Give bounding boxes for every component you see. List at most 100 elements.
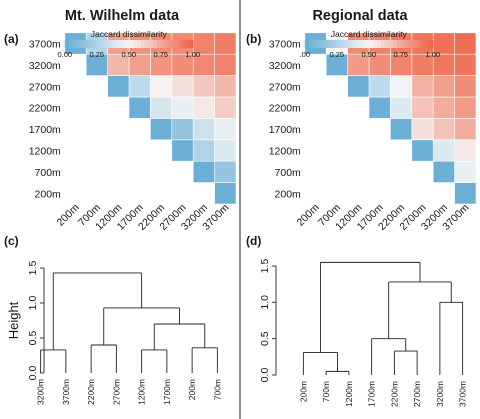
legend-swatch — [396, 40, 402, 48]
legend-swatch — [404, 40, 410, 48]
legend-title: Jaccard dissimilarity — [331, 29, 408, 39]
legend-swatch — [364, 40, 370, 48]
heatmap-cell — [411, 118, 434, 141]
y-tick-label: 1200m — [269, 146, 301, 158]
panel-label-a: (a) — [4, 32, 19, 46]
leaf-label: 3700m — [458, 381, 468, 407]
leaf-label: 2200m — [86, 379, 96, 405]
y-tick-label: 0.5 — [27, 331, 39, 346]
legend-swatch — [188, 40, 194, 48]
legend-swatch — [372, 40, 378, 48]
heatmap-cell — [171, 118, 194, 141]
legend-swatch — [344, 40, 350, 48]
legend-swatch — [72, 40, 78, 48]
legend-swatch — [132, 40, 138, 48]
legend-swatch — [416, 40, 422, 48]
dendrogram-c: 0.0 0.5 1.0 1.5 Height 3200m 3700m 2200m 2700m 12… — [6, 261, 222, 405]
dendrogram-d: 0.0 0.5 1.0 1.5 200m 700m 1200m 1700m 2200m 2700m… — [259, 259, 468, 407]
heatmap-cell — [454, 118, 477, 141]
legend-swatch — [88, 40, 94, 48]
leaf-label: 2700m — [111, 379, 121, 405]
panel-label-b: (b) — [246, 32, 261, 46]
legend-swatch — [360, 40, 366, 48]
y-tick-label: 1700m — [29, 124, 61, 136]
legend-tick-label: 0.75 — [393, 50, 408, 59]
heatmap-cell — [368, 96, 391, 119]
legend-swatch — [412, 40, 418, 48]
legend-swatch — [332, 40, 338, 48]
legend-swatch — [384, 40, 390, 48]
heatmap-cell — [411, 139, 434, 162]
panel-label-c: (c) — [4, 234, 19, 248]
legend-tick-label: 0.25 — [329, 50, 344, 59]
legend-tick-label: 1.00 — [185, 50, 200, 59]
legend-swatch — [148, 40, 154, 48]
leaf-label: 3200m — [435, 381, 445, 407]
heatmap-cell — [432, 96, 455, 119]
legend-swatch — [160, 40, 166, 48]
leaf-label: 3700m — [61, 379, 71, 405]
heatmap-cell — [214, 32, 237, 55]
y-tick-label: 1.0 — [27, 296, 39, 311]
leaf-label: 200m — [187, 379, 197, 400]
legend-swatch — [68, 40, 74, 48]
y-tick-label: 2700m — [269, 81, 301, 93]
heatmap-cell — [214, 182, 237, 205]
leaf-label: 2700m — [412, 381, 422, 407]
legend-swatch — [144, 40, 150, 48]
legend-swatch — [420, 40, 426, 48]
heatmap-cell — [192, 75, 215, 98]
left-title: Mt. Wilhelm data — [65, 8, 180, 24]
heatmap-cell — [432, 160, 455, 183]
heatmap-cell — [432, 75, 455, 98]
heatmap-cell — [214, 75, 237, 98]
leaf-label: 1200m — [344, 381, 354, 407]
heatmap-cell — [214, 160, 237, 183]
legend-tick-label: 0.25 — [89, 50, 104, 59]
legend-swatch — [172, 40, 178, 48]
heatmap-cell — [454, 182, 477, 205]
heatmap-cell — [390, 96, 413, 119]
y-tick-label: 2200m — [29, 103, 61, 115]
y-tick-label: 3700m — [269, 39, 301, 51]
y-tick-label: 1200m — [29, 146, 61, 158]
leaf-label: 2200m — [389, 381, 399, 407]
right-title: Regional data — [312, 8, 408, 24]
heatmap-cell — [171, 75, 194, 98]
heatmap-cell — [192, 96, 215, 119]
heatmap-cell — [454, 75, 477, 98]
leaf-label: 1700m — [367, 381, 377, 407]
legend-swatch — [336, 40, 342, 48]
legend-swatch — [368, 40, 374, 48]
y-tick-label: 200m — [35, 188, 62, 200]
legend-tick-label: 0.00 — [57, 50, 72, 59]
y-tick-label: 2200m — [269, 103, 301, 115]
legend-swatch — [324, 40, 330, 48]
heatmap-cell — [192, 160, 215, 183]
y-tick-label: 700m — [275, 167, 302, 179]
heatmap-cell — [107, 75, 130, 98]
y-tick-label: 0.5 — [259, 331, 271, 346]
y-tick-label: 1.0 — [259, 295, 271, 310]
legend-swatch — [408, 40, 414, 48]
leaf-label: 1200m — [137, 379, 147, 405]
heatmap-b: 200m 700m 1200m 1700m 2200m 2700m 3200m 3700m 20… — [269, 29, 477, 233]
legend-swatch — [388, 40, 394, 48]
heatmap-cell — [171, 139, 194, 162]
x-tick-label: 200m — [55, 201, 82, 228]
y-tick-label: 2700m — [29, 81, 61, 93]
y-tick-label: 0.0 — [27, 366, 39, 381]
heatmap-cell — [454, 53, 477, 76]
legend-swatch — [108, 40, 114, 48]
legend-tick-label: .00 — [300, 50, 310, 59]
legend-swatch — [340, 40, 346, 48]
heatmap-cell — [432, 139, 455, 162]
legend-swatch — [176, 40, 182, 48]
legend-swatch — [180, 40, 186, 48]
y-tick-label: 3200m — [269, 60, 301, 72]
legend-swatch — [400, 40, 406, 48]
legend-swatch — [320, 40, 326, 48]
heatmap-cell — [454, 160, 477, 183]
heatmap-cell — [214, 118, 237, 141]
y-tick-label: 1.5 — [27, 261, 39, 276]
